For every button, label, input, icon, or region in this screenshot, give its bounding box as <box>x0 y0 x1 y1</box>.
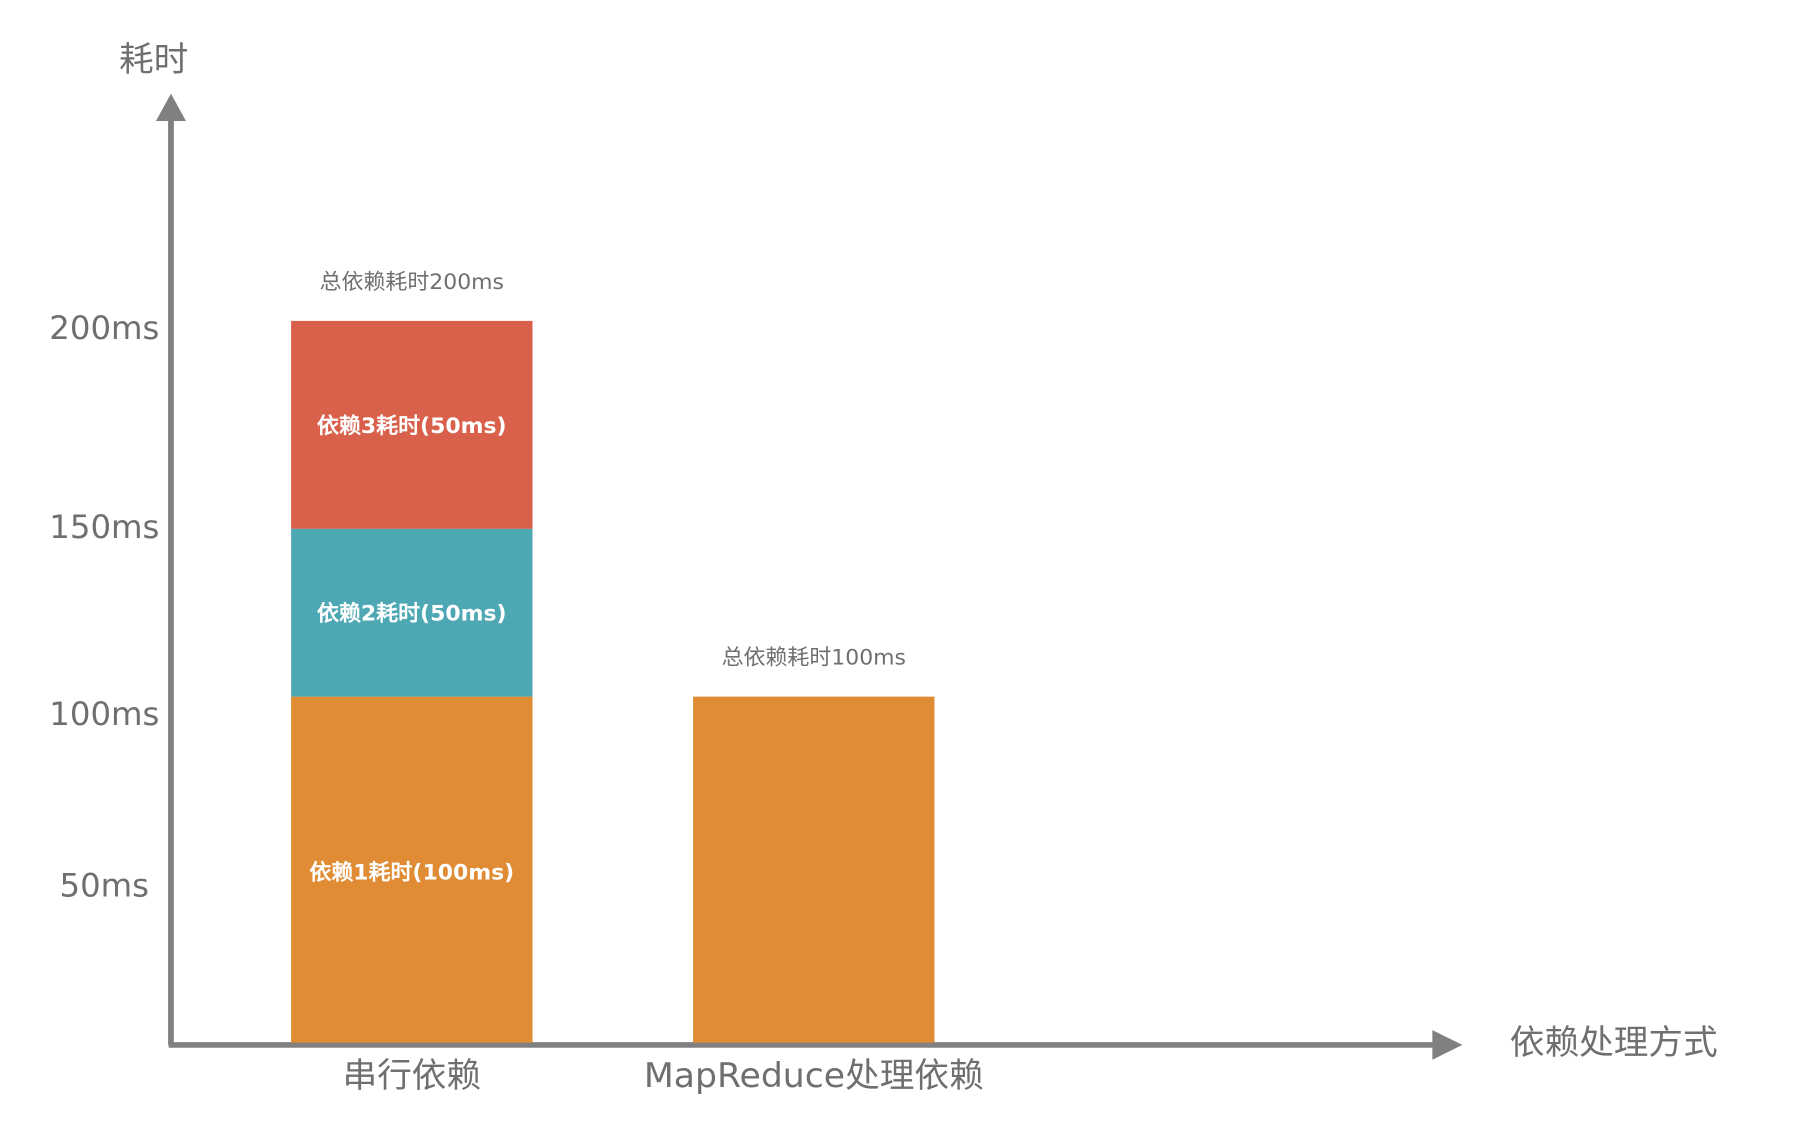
segment-label: 依赖2耗时(50ms) <box>317 601 507 627</box>
y-tick-label: 200ms <box>49 309 159 347</box>
bar-segment <box>291 528 533 697</box>
y-axis-arrow <box>155 93 186 122</box>
total-label: 总依赖耗时100ms <box>722 646 906 671</box>
y-tick-label: 150ms <box>49 508 159 546</box>
x-category-label: 串行依赖 <box>343 1056 482 1096</box>
bar-segment <box>693 696 935 1043</box>
total-label: 总依赖耗时200ms <box>320 270 504 295</box>
y-tick-label: 100ms <box>49 695 159 733</box>
y-axis-title: 耗时 <box>119 40 188 80</box>
bar-segment <box>291 320 533 529</box>
x-axis-title: 依赖处理方式 <box>1510 1023 1718 1063</box>
x-axis-arrow <box>1432 1030 1463 1060</box>
axes <box>155 93 1463 1060</box>
bar-segment <box>291 696 533 1043</box>
segment-label: 依赖3耗时(50ms) <box>317 413 507 439</box>
segment-label: 依赖1耗时(100ms) <box>309 859 514 885</box>
x-category-label: MapReduce处理依赖 <box>644 1056 984 1096</box>
y-tick-label: 50ms <box>60 867 150 905</box>
